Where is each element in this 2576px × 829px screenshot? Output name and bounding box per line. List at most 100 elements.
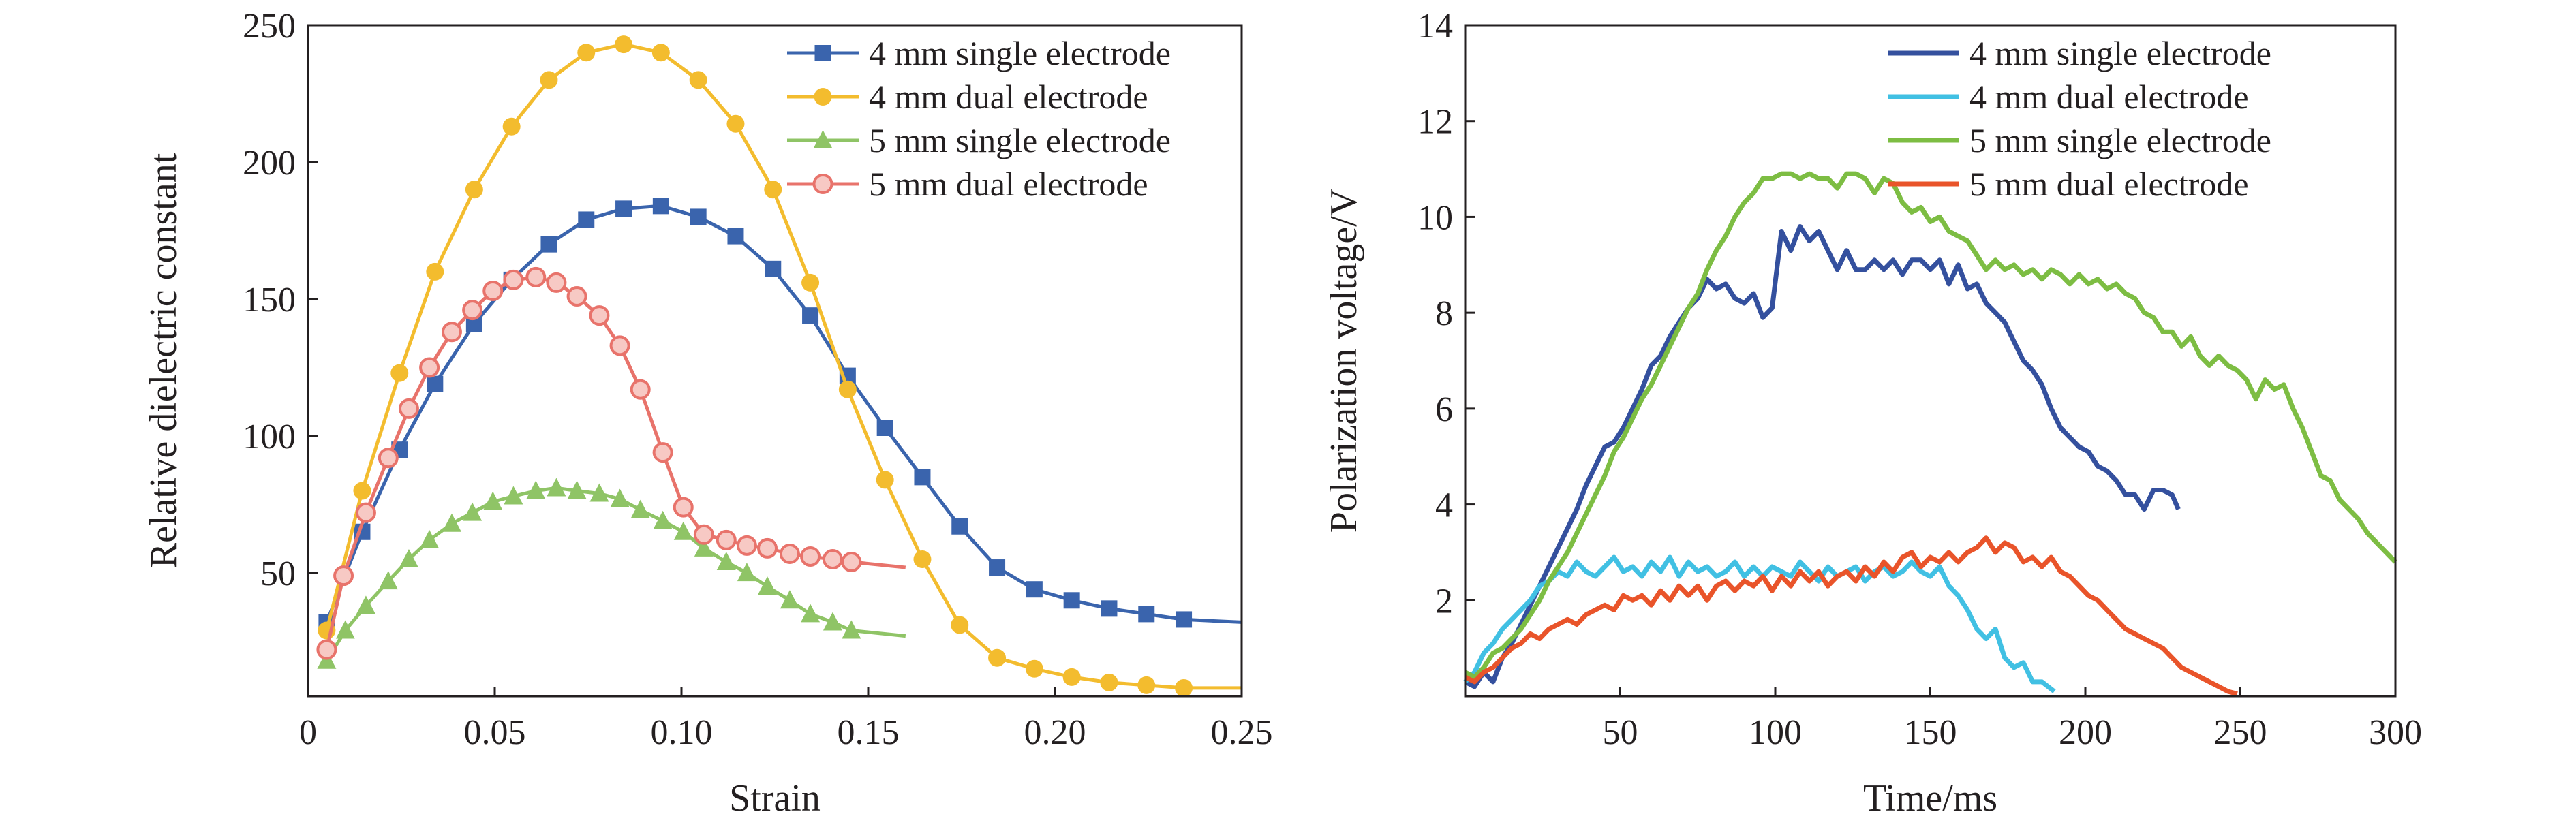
data-point-1-18 <box>951 518 968 535</box>
data-point-4-13 <box>566 286 587 307</box>
legend-label: 5 mm dual electrode <box>869 165 1148 203</box>
legend-marker <box>814 88 832 106</box>
data-point-1-14 <box>802 307 819 324</box>
data-point-1-10 <box>652 198 669 215</box>
data-point-1-17 <box>914 469 931 486</box>
y-tick-label: 200 <box>243 144 296 183</box>
data-point-4-15 <box>609 335 630 356</box>
data-point-1-24 <box>1176 611 1193 628</box>
data-point-3-2 <box>335 620 355 639</box>
data-point-3-24 <box>801 604 821 623</box>
data-point-1-22 <box>1101 600 1118 617</box>
y-tick-label: 4 <box>1435 486 1453 525</box>
data-point-1-7 <box>540 236 557 253</box>
x-tick-label: 0.10 <box>651 713 713 752</box>
data-point-3-6 <box>420 529 440 548</box>
x-tick-label: 300 <box>2369 713 2422 752</box>
legend-label: 4 mm single electrode <box>869 34 1171 72</box>
data-point-4-26 <box>841 552 862 572</box>
legend-label: 5 mm single electrode <box>1969 121 2271 159</box>
legend-label: 4 mm single electrode <box>1969 34 2271 72</box>
data-point-3-26 <box>842 620 861 639</box>
data-point-2-13 <box>764 181 782 199</box>
data-point-3-9 <box>483 491 503 510</box>
legend-marker <box>813 130 833 148</box>
y-tick-label: 250 <box>243 7 296 46</box>
legend: 4 mm single electrode 4 mm dual electrode… <box>787 34 1171 203</box>
data-point-3-16 <box>630 499 650 518</box>
data-point-2-16 <box>876 471 894 489</box>
series-1 <box>318 198 1242 631</box>
data-point-1-11 <box>690 208 707 225</box>
legend-marker <box>812 174 833 194</box>
legend-item-2: 4 mm dual electrode <box>787 78 1148 116</box>
y-tick-label: 12 <box>1417 103 1453 142</box>
data-point-3-18 <box>673 521 693 540</box>
data-point-4-16 <box>630 379 651 400</box>
series-line-3 <box>1464 171 2397 680</box>
data-point-2-20 <box>1025 659 1043 678</box>
data-point-4-8 <box>462 300 483 321</box>
data-point-2-22 <box>1100 673 1118 691</box>
legend-label: 5 mm single electrode <box>869 121 1171 159</box>
chart-left: 0 0.05 0.10 0.15 0.20 0.25 50 100 150 200 250 Strai… <box>142 7 1273 819</box>
data-point-4-11 <box>525 266 547 287</box>
x-tick-label: 250 <box>2214 713 2267 752</box>
data-point-4-23 <box>779 543 800 564</box>
series-3 <box>1464 171 2397 680</box>
legend-marker <box>814 45 831 61</box>
data-point-4-6 <box>419 357 440 378</box>
y-tick-label: 100 <box>243 418 296 456</box>
x-tick-label: 0.25 <box>1211 713 1273 752</box>
data-point-2-19 <box>988 648 1007 667</box>
data-point-4-20 <box>716 529 737 550</box>
data-point-2-11 <box>689 71 707 89</box>
data-point-2-6 <box>502 117 521 136</box>
x-tick-label: 0.15 <box>838 713 900 752</box>
data-point-3-4 <box>378 571 398 590</box>
data-point-2-8 <box>577 44 596 62</box>
data-point-3-12 <box>547 478 566 497</box>
data-point-4-3 <box>355 502 376 523</box>
data-point-3-3 <box>356 595 375 614</box>
data-point-3-5 <box>399 548 418 567</box>
data-point-2-12 <box>726 114 745 133</box>
x-tick-label: 0.20 <box>1024 713 1086 752</box>
data-point-2-9 <box>615 35 633 54</box>
data-point-4-2 <box>333 565 354 586</box>
y-tick-label: 6 <box>1435 390 1453 429</box>
y-tick-label: 2 <box>1435 582 1453 621</box>
legend-item-1: 4 mm single electrode <box>1888 34 2271 72</box>
y-axis-title: Relative dielectric constant <box>142 153 185 568</box>
series-4 <box>316 266 906 660</box>
data-point-2-21 <box>1062 668 1081 686</box>
x-tick-label: 150 <box>1904 713 1957 752</box>
data-point-4-25 <box>822 548 843 569</box>
data-point-2-3 <box>390 364 409 382</box>
data-point-3-20 <box>716 552 736 570</box>
data-point-2-4 <box>426 262 444 281</box>
data-point-4-10 <box>503 269 524 290</box>
legend-label: 4 mm dual electrode <box>869 78 1148 116</box>
data-point-4-22 <box>757 537 778 559</box>
x-axis-title: Time/ms <box>1863 777 1997 819</box>
data-point-3-21 <box>737 563 756 582</box>
data-point-4-19 <box>693 524 714 545</box>
y-tick-label: 50 <box>260 554 296 593</box>
data-point-2-17 <box>913 550 932 568</box>
series-line-1 <box>1464 224 2181 689</box>
x-tick-label: 0 <box>299 713 317 752</box>
x-axis-title: Strain <box>729 777 821 819</box>
data-point-2-24 <box>1175 678 1193 697</box>
chart-right: 50 100 150 200 250 300 2 4 6 8 10 12 14 Time/ms Polari… <box>1323 7 2422 819</box>
data-point-4-12 <box>546 272 567 293</box>
legend-item-3: 5 mm single electrode <box>1888 121 2271 159</box>
data-point-2-10 <box>651 44 670 62</box>
legend-item-4: 5 mm dual electrode <box>787 165 1148 203</box>
y-tick-label: 150 <box>243 281 296 319</box>
data-point-2-23 <box>1137 676 1156 694</box>
data-point-2-2 <box>353 482 371 500</box>
data-point-2-5 <box>465 181 483 199</box>
data-point-1-20 <box>1026 581 1043 598</box>
